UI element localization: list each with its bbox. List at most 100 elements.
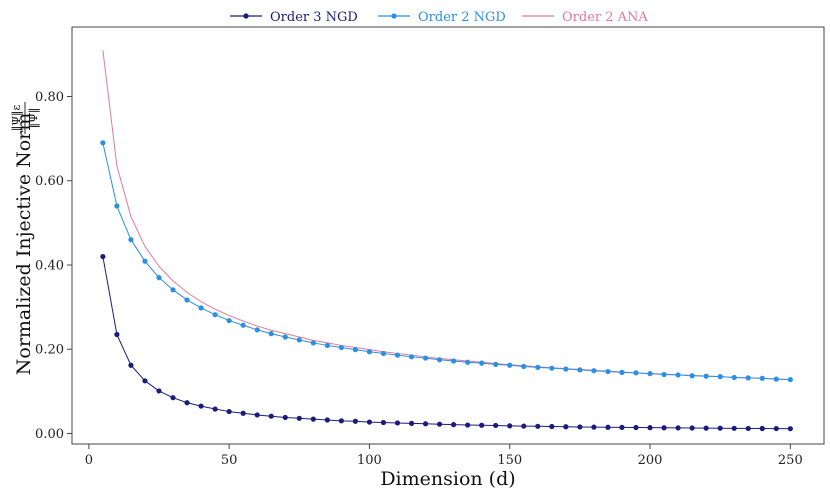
data-point-order-3-ngd bbox=[521, 423, 527, 429]
data-point-order-3-ngd bbox=[408, 420, 415, 426]
data-point-order-2-ngd bbox=[100, 140, 106, 146]
y-axis-title-text: Normalized Injective Norm bbox=[13, 113, 35, 376]
data-point-order-3-ngd bbox=[198, 403, 204, 409]
data-point-order-2-ngd bbox=[577, 367, 583, 373]
data-point-order-2-ngd bbox=[451, 358, 457, 364]
data-point-order-2-ngd bbox=[170, 287, 176, 293]
data-point-order-3-ngd bbox=[184, 400, 190, 406]
data-point-order-3-ngd bbox=[156, 388, 162, 394]
data-point-order-3-ngd bbox=[296, 415, 302, 421]
data-point-order-3-ngd bbox=[507, 423, 513, 429]
data-point-order-2-ngd bbox=[380, 350, 387, 357]
data-point-order-2-ngd bbox=[563, 366, 569, 372]
data-point-order-3-ngd bbox=[338, 418, 344, 424]
y-tick-label: 0.00 bbox=[35, 427, 64, 442]
fraction-denominator: ‖Ψ‖ bbox=[27, 108, 41, 129]
data-point-order-2-ngd bbox=[647, 371, 653, 377]
data-point-order-2-ngd bbox=[436, 357, 443, 363]
data-point-order-3-ngd bbox=[535, 423, 541, 429]
data-point-order-3-ngd bbox=[703, 425, 709, 431]
data-point-order-2-ngd bbox=[268, 331, 274, 337]
data-point-order-2-ngd bbox=[773, 376, 779, 382]
data-point-order-3-ngd bbox=[717, 425, 723, 431]
data-point-order-2-ngd bbox=[619, 369, 625, 375]
plot-frame bbox=[71, 26, 825, 445]
data-point-order-3-ngd bbox=[563, 424, 569, 430]
data-point-order-3-ngd bbox=[142, 378, 148, 384]
legend-label-order-3-ngd: Order 3 NGD bbox=[270, 10, 358, 25]
data-point-order-3-ngd bbox=[212, 406, 218, 412]
series-line-order-2-ngd bbox=[102, 142, 791, 381]
data-point-order-3-ngd bbox=[493, 422, 499, 429]
data-point-order-3-ngd bbox=[240, 410, 246, 416]
data-point-order-2-ngd bbox=[465, 359, 471, 365]
data-point-order-3-ngd bbox=[605, 424, 611, 430]
data-point-order-2-ngd bbox=[184, 297, 190, 303]
y-tick-label: 0.80 bbox=[35, 90, 64, 105]
data-point-order-2-ngd bbox=[338, 344, 344, 351]
x-tick-label: 200 bbox=[638, 453, 663, 468]
data-point-order-3-ngd bbox=[366, 419, 373, 425]
data-point-order-2-ngd bbox=[661, 371, 667, 378]
y-axis-title: Normalized Injective Norm ‖Ψ‖ε ‖Ψ‖ bbox=[10, 102, 41, 375]
data-point-order-2-ngd bbox=[366, 349, 373, 355]
data-point-order-2-ngd bbox=[422, 355, 429, 361]
data-point-order-2-ngd bbox=[114, 203, 120, 209]
data-point-order-2-ngd bbox=[226, 317, 232, 324]
data-point-order-2-ngd bbox=[689, 373, 695, 379]
legend-label-order-2-ana: Order 2 ANA bbox=[562, 10, 648, 25]
data-point-order-2-ngd bbox=[759, 375, 765, 381]
x-tick-label: 250 bbox=[778, 453, 803, 468]
data-point-order-3-ngd bbox=[114, 331, 120, 338]
data-point-order-3-ngd bbox=[675, 425, 681, 431]
x-axis: 0 50 100 150 200 250 bbox=[85, 444, 803, 468]
data-point-order-2-ngd bbox=[324, 342, 330, 349]
legend-label-order-2-ngd: Order 2 NGD bbox=[418, 10, 506, 25]
data-point-order-3-ngd bbox=[226, 408, 232, 415]
data-point-order-3-ngd bbox=[380, 419, 387, 426]
data-point-order-3-ngd bbox=[268, 413, 274, 419]
data-point-order-3-ngd bbox=[591, 424, 597, 430]
series-line-order-2-ana bbox=[102, 50, 791, 381]
series-layer bbox=[100, 50, 793, 432]
data-point-order-2-ngd bbox=[240, 322, 246, 328]
x-tick-label: 0 bbox=[85, 453, 93, 468]
data-point-order-3-ngd bbox=[422, 421, 429, 427]
data-point-order-2-ngd bbox=[731, 374, 737, 381]
data-point-order-2-ngd bbox=[535, 364, 541, 370]
legend-item-order-2-ana: Order 2 ANA bbox=[522, 10, 648, 25]
data-point-order-2-ngd bbox=[254, 327, 260, 333]
data-point-order-2-ngd bbox=[787, 376, 793, 383]
data-point-order-2-ngd bbox=[156, 275, 162, 281]
data-point-order-2-ngd bbox=[282, 334, 288, 340]
data-point-order-3-ngd bbox=[100, 253, 106, 260]
data-point-order-3-ngd bbox=[451, 422, 457, 428]
data-point-order-3-ngd bbox=[310, 416, 316, 422]
data-point-order-2-ngd bbox=[296, 337, 302, 343]
y-axis: 0.00 0.20 0.40 0.60 0.80 bbox=[35, 90, 72, 442]
data-point-order-2-ngd bbox=[352, 347, 359, 353]
data-point-order-3-ngd bbox=[661, 425, 667, 431]
data-point-order-3-ngd bbox=[465, 422, 471, 428]
legend-item-order-2-ngd: Order 2 NGD bbox=[378, 10, 506, 25]
data-point-order-2-ngd bbox=[591, 368, 597, 374]
data-point-order-2-ngd bbox=[549, 365, 555, 371]
data-point-order-3-ngd bbox=[479, 422, 485, 428]
data-point-order-2-ngd bbox=[212, 312, 218, 318]
data-point-order-3-ngd bbox=[647, 425, 653, 431]
x-axis-title: Dimension (d) bbox=[380, 468, 515, 490]
data-point-order-2-ngd bbox=[128, 237, 134, 243]
data-point-order-2-ngd bbox=[745, 375, 751, 381]
data-point-order-2-ngd bbox=[479, 360, 485, 366]
y-tick-label: 0.40 bbox=[35, 258, 64, 273]
data-point-order-3-ngd bbox=[731, 425, 737, 431]
data-point-order-3-ngd bbox=[128, 362, 134, 368]
data-point-order-3-ngd bbox=[394, 420, 401, 426]
data-point-order-3-ngd bbox=[633, 424, 639, 431]
data-point-order-3-ngd bbox=[787, 426, 793, 432]
fraction-numerator: ‖Ψ‖ε bbox=[10, 105, 24, 132]
legend-item-order-3-ngd: Order 3 NGD bbox=[230, 10, 358, 25]
data-point-order-2-ngd bbox=[675, 372, 681, 378]
data-point-order-3-ngd bbox=[577, 424, 583, 430]
